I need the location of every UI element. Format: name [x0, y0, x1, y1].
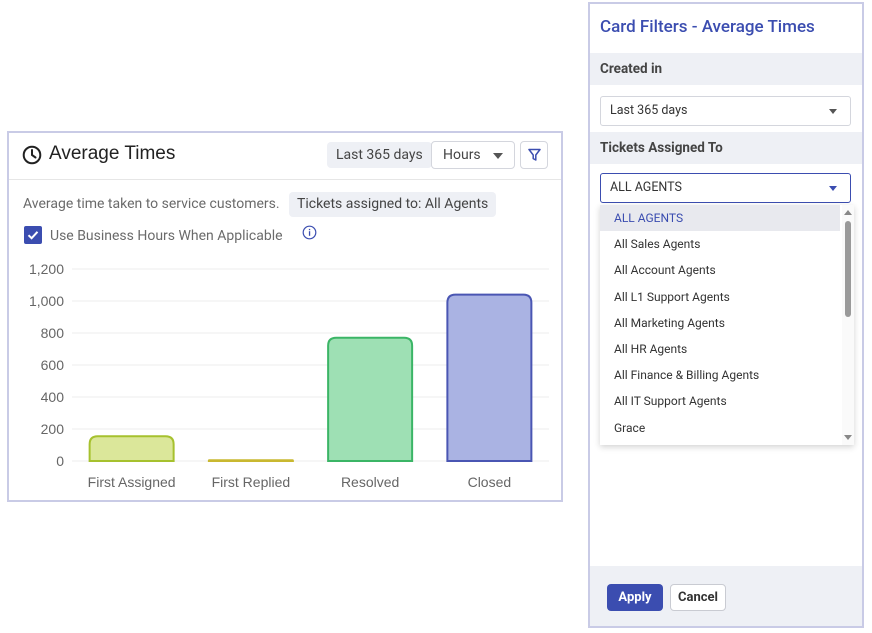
dropdown-list: ALL AGENTS All Sales Agents All Account Ag… [600, 205, 854, 441]
x-tick-label: Closed [468, 474, 512, 490]
created-in-select[interactable]: Last 365 days [600, 96, 851, 126]
panel-title: Card Filters - Average Times [600, 17, 815, 37]
card-filters-panel: Card Filters - Average Times Created in … [588, 2, 864, 628]
panel-footer: Apply Cancel [590, 566, 862, 626]
clock-icon [22, 145, 42, 165]
created-in-heading: Created in [590, 53, 862, 85]
assigned-to-select[interactable]: ALL AGENTS [600, 173, 851, 203]
bar-chart: 0 200 400 600 800 1,000 1,200 First Assigned Fir… [29, 261, 549, 490]
dropdown-scrollbar[interactable] [842, 205, 854, 445]
unit-select[interactable]: Hours [431, 141, 515, 169]
y-tick-label: 400 [41, 389, 65, 405]
chevron-down-icon [829, 186, 837, 191]
chevron-down-icon [493, 153, 503, 159]
dropdown-option[interactable]: All Finance & Billing Agents [614, 368, 760, 383]
assigned-to-dropdown: ALL AGENTS All Sales Agents All Account Ag… [600, 205, 854, 445]
dropdown-option[interactable]: All IT Support Agents [614, 394, 727, 409]
business-hours-checkbox[interactable] [24, 226, 42, 244]
x-tick-label: First Assigned [88, 474, 176, 490]
scroll-down-icon[interactable] [844, 435, 852, 440]
dropdown-option[interactable]: All Marketing Agents [614, 315, 725, 330]
agents-chip: Tickets assigned to: All Agents [289, 192, 497, 217]
x-tick-label: First Replied [212, 474, 291, 490]
y-tick-label: 1,200 [29, 261, 64, 277]
unit-select-value: Hours [443, 147, 481, 163]
chevron-down-icon [829, 109, 837, 114]
card-header: Average Times Last 365 days Hours [9, 133, 561, 180]
business-hours-label: Use Business Hours When Applicable [50, 228, 283, 244]
date-range-chip[interactable]: Last 365 days [327, 142, 432, 168]
dropdown-option[interactable]: ALL AGENTS [600, 205, 840, 232]
card-title: Average Times [49, 143, 176, 164]
y-tick-label: 600 [41, 357, 65, 373]
filter-icon [528, 148, 541, 161]
check-icon [27, 231, 39, 240]
dropdown-option[interactable]: All Sales Agents [614, 237, 701, 252]
scroll-up-icon[interactable] [844, 210, 852, 215]
y-tick-label: 1,000 [29, 293, 64, 309]
created-in-value: Last 365 days [610, 103, 688, 118]
bar [88, 435, 175, 462]
info-icon[interactable] [302, 225, 317, 240]
dropdown-option[interactable]: All L1 Support Agents [614, 289, 730, 304]
filter-button[interactable] [520, 141, 548, 169]
x-tick-label: Resolved [341, 474, 399, 490]
cancel-button[interactable]: Cancel [670, 584, 726, 611]
bar [207, 459, 294, 462]
y-tick-label: 800 [41, 325, 65, 341]
average-times-card: Average Times Last 365 days Hours Averag… [7, 131, 563, 502]
assigned-to-heading: Tickets Assigned To [590, 132, 862, 164]
card-description: Average time taken to service customers. [23, 196, 280, 212]
y-tick-label: 200 [41, 421, 65, 437]
dropdown-option[interactable]: All Account Agents [614, 263, 716, 278]
apply-button[interactable]: Apply [607, 584, 663, 611]
dropdown-option[interactable]: All HR Agents [614, 341, 688, 356]
dropdown-option[interactable]: Grace [614, 420, 646, 435]
assigned-to-value: ALL AGENTS [610, 180, 682, 195]
bar [446, 293, 533, 462]
scroll-thumb[interactable] [845, 221, 851, 317]
y-tick-label: 0 [56, 453, 64, 469]
bar [327, 336, 414, 462]
